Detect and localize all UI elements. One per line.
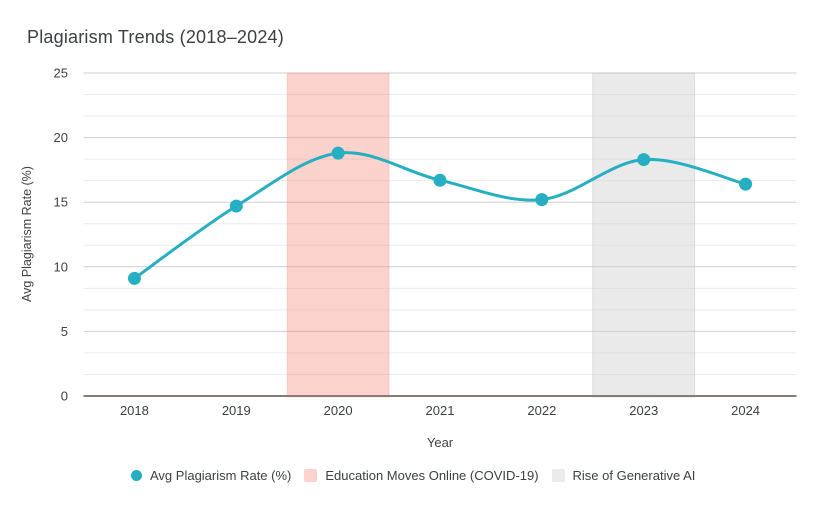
x-tick-label: 2024 [731,403,760,418]
legend-item-avg-plagiarism-rate[interactable]: Avg Plagiarism Rate (%) [131,468,291,483]
data-point-2019[interactable] [229,199,243,213]
annotation-band-generative-ai [592,72,696,398]
legend-item-rise-of-generative-ai[interactable]: Rise of Generative AI [551,468,696,483]
legend-label: Avg Plagiarism Rate (%) [150,468,292,483]
y-tick-label: 20 [54,130,68,145]
y-tick-label: 25 [54,66,68,81]
data-point-2018[interactable] [127,271,141,285]
y-tick-label: 5 [61,324,68,339]
x-tick-label: 2019 [222,403,251,418]
x-tick-label: 2022 [527,403,556,418]
y-tick-label: 0 [61,389,68,404]
x-tick-label: 2018 [120,403,149,418]
data-point-2024[interactable] [739,177,753,191]
legend-label: Education Moves Online (COVID-19) [325,468,539,483]
data-point-2020[interactable] [331,146,345,160]
y-tick-label: 15 [54,195,68,210]
legend-item-education-moves-online[interactable]: Education Moves Online (COVID-19) [304,468,539,483]
chart-title: Plagiarism Trends (2018–2024) [27,27,284,47]
y-axis-title: Avg Plagiarism Rate (%) [20,166,34,302]
data-point-2022[interactable] [535,193,549,207]
data-point-2023[interactable] [637,153,651,167]
band-swatch-icon [551,469,565,482]
legend-label: Rise of Generative AI [572,468,696,483]
x-axis-title: Year [426,435,454,450]
annotation-band-covid [286,72,390,398]
y-tick-label: 10 [54,259,68,274]
band-swatch-icon [304,469,318,482]
x-tick-label: 2023 [629,403,658,418]
chart-legend: Avg Plagiarism Rate (%) Education Moves … [131,468,695,483]
x-tick-label: 2020 [324,403,353,418]
data-point-2021[interactable] [433,173,447,187]
x-tick-label: 2021 [426,403,455,418]
series-swatch-icon [131,470,142,481]
